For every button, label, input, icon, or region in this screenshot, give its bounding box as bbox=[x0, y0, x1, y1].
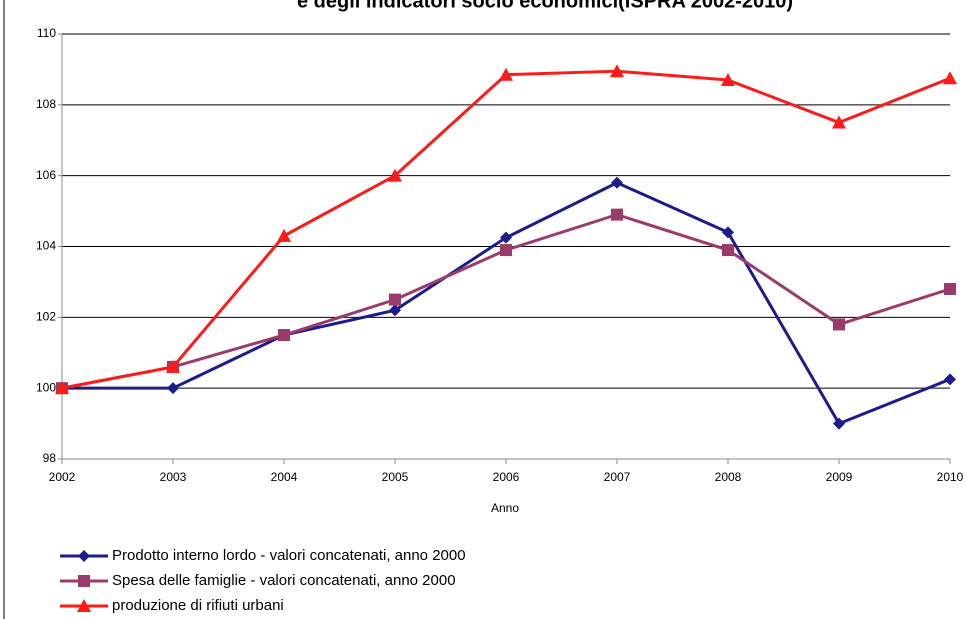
x-tick-label: 2009 bbox=[826, 470, 853, 484]
x-tick-label: 2007 bbox=[604, 470, 631, 484]
data-point bbox=[943, 71, 957, 85]
legend-label: produzione di rifiuti urbani bbox=[112, 597, 284, 614]
y-tick-label: 110 bbox=[37, 26, 56, 40]
x-tick-label: 2002 bbox=[49, 470, 76, 484]
y-tick-label: 108 bbox=[36, 97, 56, 111]
data-point bbox=[944, 283, 956, 295]
data-point bbox=[611, 176, 623, 189]
data-point bbox=[166, 359, 180, 373]
data-point bbox=[721, 73, 735, 87]
data-point bbox=[832, 115, 846, 129]
data-point bbox=[389, 304, 401, 317]
legend-marker bbox=[78, 550, 90, 562]
y-tick-label: 100 bbox=[36, 380, 56, 394]
data-point bbox=[611, 208, 623, 221]
data-point bbox=[833, 417, 845, 430]
y-tick-label: 98 bbox=[43, 451, 57, 465]
x-tick-label: 2010 bbox=[937, 470, 964, 484]
x-axis-label: Anno bbox=[491, 501, 519, 515]
data-point bbox=[944, 373, 956, 386]
data-point bbox=[722, 244, 734, 257]
data-point bbox=[499, 67, 513, 81]
x-tick-label: 2006 bbox=[493, 470, 520, 484]
y-tick-label: 104 bbox=[36, 239, 56, 253]
x-tick-label: 2008 bbox=[715, 470, 742, 484]
x-tick-label: 2005 bbox=[382, 470, 409, 484]
data-point bbox=[278, 329, 290, 342]
x-tick-label: 2003 bbox=[160, 470, 187, 484]
legend-label: Spesa delle famiglie - valori concatenat… bbox=[112, 572, 456, 589]
data-point bbox=[55, 381, 69, 395]
legend-marker bbox=[77, 599, 91, 612]
data-point bbox=[500, 244, 512, 257]
data-point bbox=[500, 231, 512, 244]
x-tick-label: 2004 bbox=[271, 470, 298, 484]
legend-marker bbox=[78, 575, 90, 587]
legend-label: Prodotto interno lordo - valori concaten… bbox=[112, 547, 466, 564]
data-point bbox=[389, 293, 401, 306]
data-point bbox=[388, 168, 402, 182]
data-point bbox=[722, 226, 734, 239]
y-tick-label: 102 bbox=[36, 310, 56, 324]
series-line bbox=[62, 181, 951, 426]
series-line bbox=[61, 69, 951, 390]
chart-title: e degli indicatori socio economici(ISPRA… bbox=[297, 0, 793, 12]
data-point bbox=[167, 382, 179, 395]
data-point bbox=[833, 318, 845, 331]
data-point bbox=[610, 64, 624, 78]
y-tick-label: 106 bbox=[36, 168, 56, 182]
data-point bbox=[277, 228, 291, 242]
